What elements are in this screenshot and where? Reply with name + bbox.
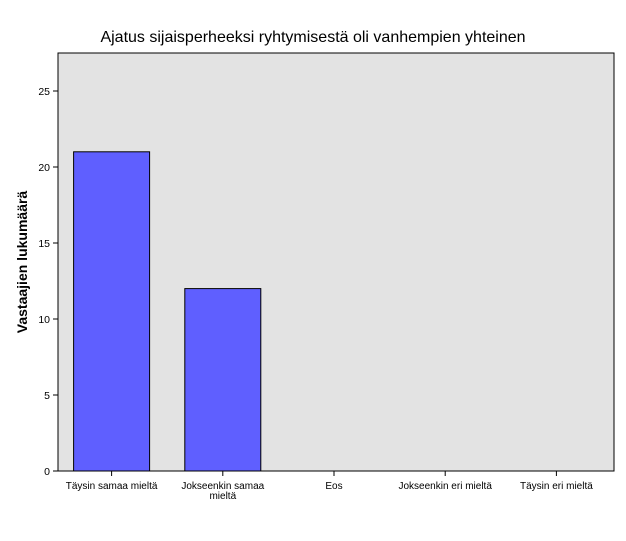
y-axis-label: Vastaajien lukumäärä bbox=[14, 191, 30, 334]
plot-area bbox=[57, 52, 615, 472]
y-tick-label: 5 bbox=[44, 390, 50, 402]
x-tick-label: Täysin samaa mieltä bbox=[66, 481, 158, 492]
x-axis: Täysin samaa mieltä Jokseenkin samaamielt… bbox=[66, 471, 593, 502]
x-tick-label: Eos bbox=[325, 481, 342, 492]
y-tick-label: 25 bbox=[38, 86, 50, 98]
x-tick-label: Jokseenkin eri mieltä bbox=[399, 481, 493, 492]
y-tick-label: 0 bbox=[44, 466, 50, 478]
y-tick-label: 20 bbox=[38, 162, 50, 174]
x-tick-label: mieltä bbox=[209, 491, 236, 502]
y-tick-label: 10 bbox=[38, 314, 50, 326]
y-tick-label: 15 bbox=[38, 238, 50, 250]
y-axis: 0 5 10 15 20 25 bbox=[38, 86, 58, 478]
x-tick-label: Täysin eri mieltä bbox=[520, 481, 593, 492]
bar bbox=[73, 151, 151, 472]
bar bbox=[184, 288, 262, 472]
chart-title: Ajatus sijaisperheeksi ryhtymisestä oli … bbox=[100, 29, 525, 46]
x-tick-label: Jokseenkin samaa bbox=[181, 481, 264, 492]
